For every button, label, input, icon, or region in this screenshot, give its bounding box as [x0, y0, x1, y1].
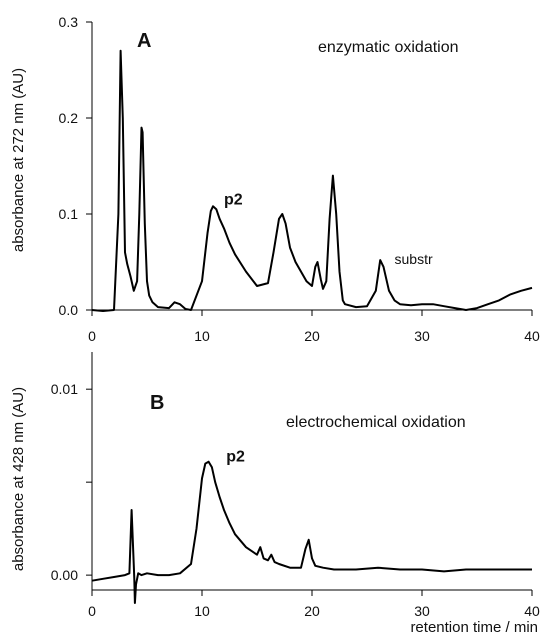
- panel-b-x-tick-label: 10: [194, 603, 210, 619]
- panel-b-x-ticks: 0 10 20 30 40: [88, 590, 540, 619]
- panel-b-peak-label: p2: [226, 449, 245, 466]
- panel-b-x-tick-label: 20: [304, 603, 320, 619]
- panel-a-x-tick-label: 0: [88, 328, 96, 344]
- panel-a-x-tick-label: 20: [304, 328, 320, 344]
- panel-b-x-tick-label: 40: [524, 603, 540, 619]
- panel-b-y-axis-label: absorbance at 428 nm (AU): [10, 387, 27, 571]
- panel-a-peak-labels: p2 substr: [224, 191, 433, 267]
- panel-a-letter: A: [137, 30, 151, 52]
- panel-a-y-axis-label: absorbance at 272 nm (AU): [10, 68, 27, 252]
- panel-a-y-tick-label: 0.2: [59, 110, 79, 126]
- panel-a-x-tick-label: 10: [194, 328, 210, 344]
- panel-b-annotation: electrochemical oxidation: [286, 414, 466, 431]
- panel-b-y-ticks: 0.00 0.01: [51, 381, 92, 583]
- panel-a-x-tick-label: 30: [414, 328, 430, 344]
- panel-a-y-tick-label: 0.3: [59, 14, 79, 30]
- panel-a-peak-label: p2: [224, 191, 243, 208]
- panel-a-y-tick-label: 0.0: [59, 302, 79, 318]
- panel-b-electrochemical: B electrochemical oxidation absorbance a…: [10, 352, 540, 636]
- panel-a-x-tick-label: 40: [524, 328, 540, 344]
- panel-a-y-tick-label: 0.1: [59, 206, 79, 222]
- panel-b-series-line: [91, 460, 532, 604]
- panel-b-x-tick-label: 30: [414, 603, 430, 619]
- panel-b-letter: B: [150, 392, 164, 414]
- panel-b-y-tick-label: 0.01: [51, 381, 78, 397]
- panel-a-annotation: enzymatic oxidation: [318, 39, 459, 56]
- panel-a-series-line: [91, 49, 533, 312]
- panel-b-y-tick-label: 0.00: [51, 567, 78, 583]
- panel-a-peak-label: substr: [395, 251, 433, 267]
- panel-a-y-ticks: 0.0 0.1 0.2 0.3: [59, 14, 92, 318]
- panel-b-x-axis-label: retention time / min: [410, 619, 538, 636]
- panel-b-x-tick-label: 0: [88, 603, 96, 619]
- panel-a-enzymatic: A enzymatic oxidation absorbance at 272 …: [10, 14, 540, 344]
- panel-a-x-ticks: 0 10 20 30 40: [88, 310, 540, 344]
- panel-b-peak-labels: p2: [226, 449, 245, 466]
